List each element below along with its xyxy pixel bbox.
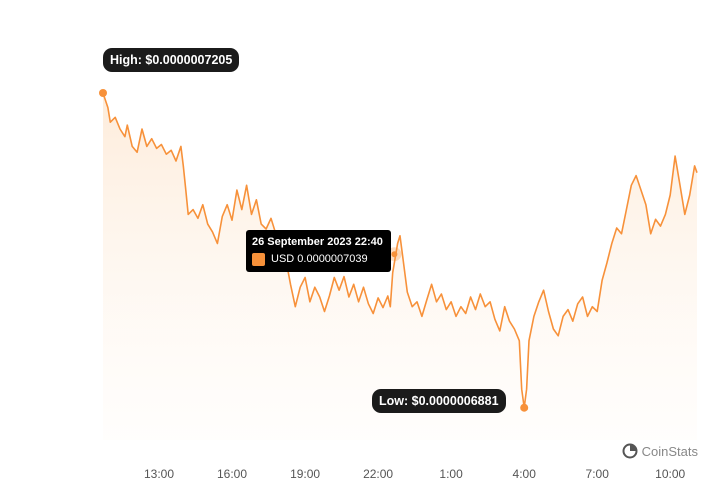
- x-axis-ticks: 13:00 16:00 19:00 22:00 1:00 4:00 7:00 10:00: [144, 467, 686, 481]
- price-line: [102, 92, 698, 409]
- tooltip-value-row: USD 0.0000007039: [252, 252, 383, 266]
- tooltip-value: USD 0.0000007039: [271, 253, 368, 265]
- price-tooltip: 26 September 2023 22:40 USD 0.0000007039: [246, 230, 391, 272]
- series-color-swatch: [252, 252, 265, 266]
- x-tick-label: 16:00: [217, 467, 247, 481]
- low-price-callout: Low: $0.0000006881: [372, 389, 506, 413]
- tooltip-date: 26 September 2023 22:40: [252, 236, 383, 248]
- x-tick-label: 7:00: [586, 467, 610, 481]
- x-tick-label: 19:00: [290, 467, 320, 481]
- x-tick-label: 1:00: [439, 467, 463, 481]
- price-area-fill: [103, 93, 697, 440]
- x-tick-label: 22:00: [363, 467, 393, 481]
- x-tick-label: 10:00: [655, 467, 685, 481]
- hover-point[interactable]: [391, 251, 398, 258]
- x-tick-label: 13:00: [144, 467, 174, 481]
- high-point-marker: [99, 89, 107, 97]
- brand-watermark: CoinStats: [622, 443, 698, 459]
- high-price-callout: High: $0.0000007205: [103, 48, 240, 72]
- x-tick-label: 4:00: [513, 467, 537, 481]
- brand-name: CoinStats: [641, 443, 698, 459]
- low-point-marker: [520, 403, 529, 412]
- coinstats-logo-icon: [622, 443, 638, 459]
